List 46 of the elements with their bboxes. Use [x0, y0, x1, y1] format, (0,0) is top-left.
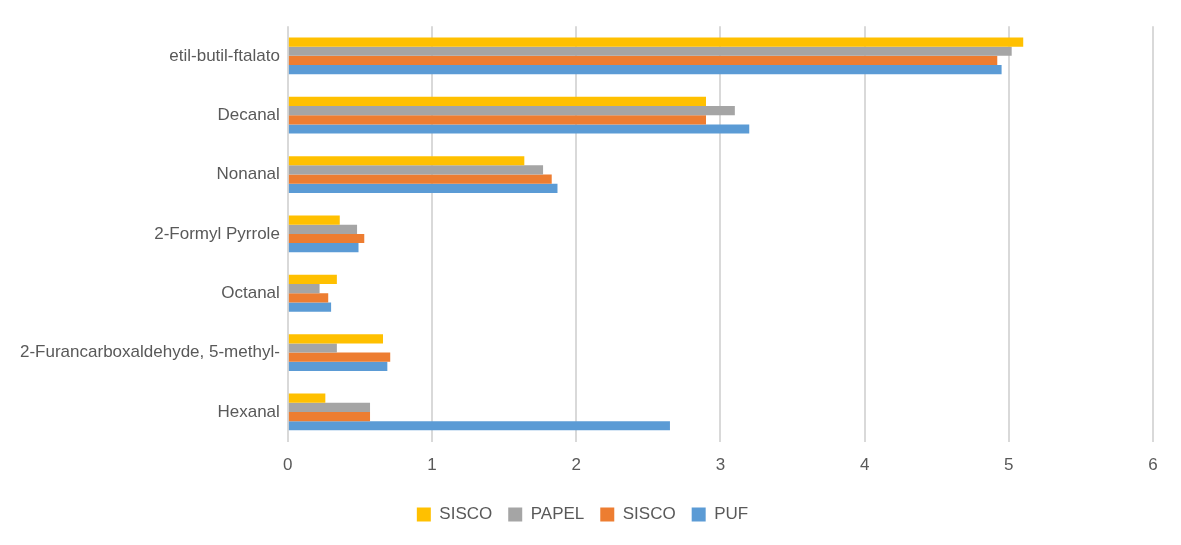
x-tick-label: 2	[571, 455, 581, 475]
y-tick-label: Nonanal	[216, 164, 280, 184]
bar	[288, 65, 1002, 75]
bar	[288, 293, 329, 303]
bar	[288, 96, 707, 107]
bar	[288, 106, 735, 116]
bar	[288, 174, 552, 184]
bar	[288, 352, 391, 362]
bar	[288, 284, 320, 294]
legend-label: PAPEL	[530, 504, 585, 524]
x-tick-label: 0	[283, 455, 293, 475]
y-tick-label: etil-butil-ftalato	[169, 45, 280, 65]
x-tick-label: 1	[427, 455, 437, 475]
bar	[288, 215, 340, 225]
y-tick-label: Decanal	[217, 104, 280, 124]
bar	[288, 411, 371, 422]
bar	[288, 274, 337, 285]
y-tick-label: Octanal	[221, 282, 280, 302]
bar	[288, 361, 388, 371]
legend-label: SISCO	[439, 504, 493, 524]
legend-label: SISCO	[622, 504, 676, 524]
bar	[288, 165, 544, 175]
bar	[288, 37, 1024, 47]
bar	[288, 183, 558, 193]
x-tick-label: 5	[1004, 455, 1014, 475]
x-tick-label: 6	[1148, 455, 1158, 475]
bar	[288, 124, 750, 134]
bar	[288, 402, 371, 412]
x-tick-label: 4	[859, 455, 870, 475]
x-tick-label: 3	[715, 455, 726, 475]
legend-label: PUF	[714, 504, 749, 524]
y-tick-label: Hexanal	[217, 401, 280, 421]
bar	[288, 46, 1012, 56]
y-tick-label: 2-Furancarboxaldehyde, 5-methyl-	[19, 342, 280, 362]
bar	[288, 393, 326, 403]
bar	[288, 115, 707, 125]
bar	[288, 55, 998, 66]
bar	[288, 224, 358, 234]
bar	[288, 233, 365, 244]
bar	[288, 243, 359, 253]
y-tick-label: 2-Formyl Pyrrole	[154, 223, 280, 243]
bar	[288, 156, 525, 166]
bar	[288, 421, 670, 431]
bar	[288, 334, 384, 344]
bar	[288, 302, 332, 312]
bar	[288, 343, 337, 353]
